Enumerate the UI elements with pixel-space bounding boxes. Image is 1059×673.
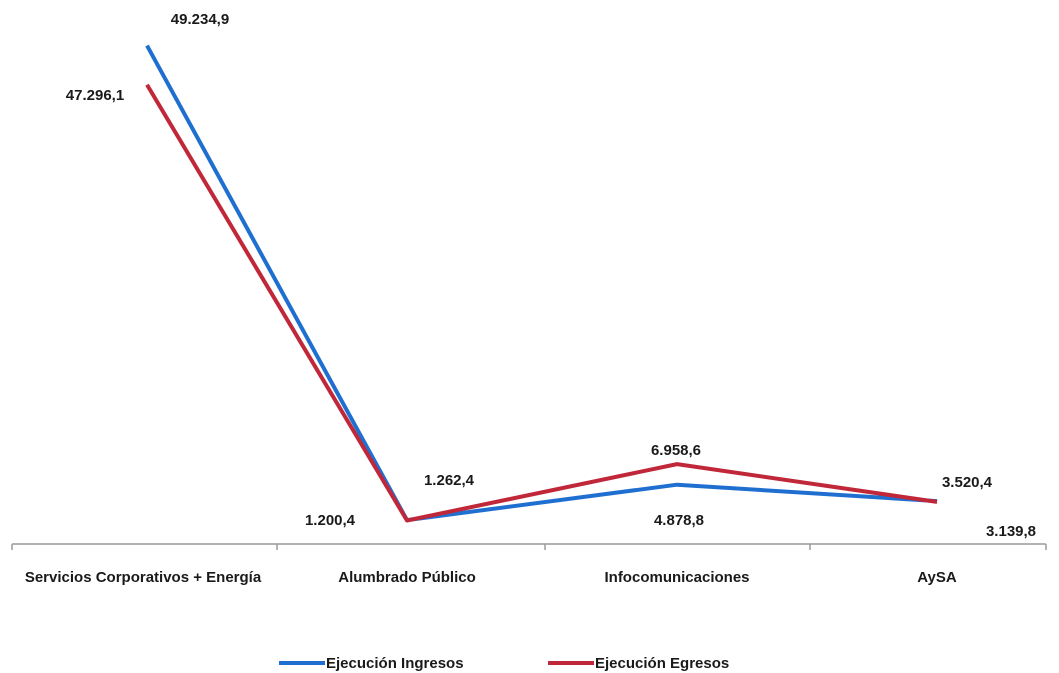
legend-item-ingresos: Ejecución Ingresos (279, 655, 464, 672)
legend: Ejecución Ingresos Ejecución Egresos (279, 655, 729, 672)
data-label-egresos: 6.958,6 (651, 442, 701, 459)
data-label-ingresos: 49.234,9 (171, 11, 229, 28)
x-tick-label: Servicios Corporativos + Energía (25, 569, 262, 586)
data-label-ingresos: 1.200,4 (305, 512, 356, 529)
legend-label-egresos: Ejecución Egresos (595, 655, 729, 672)
data-label-egresos: 3.139,8 (986, 523, 1036, 540)
data-label-egresos: 1.262,4 (424, 472, 475, 489)
data-label-ingresos: 3.520,4 (942, 474, 993, 491)
data-label-ingresos: 4.878,8 (654, 512, 704, 529)
series-lines (145, 44, 938, 523)
x-tick-label: AySA (917, 569, 957, 586)
x-tick-label: Alumbrado Público (338, 569, 476, 586)
series-line-egresos (145, 83, 938, 523)
series-line-ingresos (145, 44, 938, 523)
data-label-egresos: 47.296,1 (66, 87, 124, 104)
legend-item-egresos: Ejecución Egresos (548, 655, 729, 672)
x-axis-ticks: Servicios Corporativos + Energía Alumbrad… (11, 544, 1047, 586)
data-labels: 49.234,9 1.200,4 4.878,8 3.520,4 47.296,1 1.2… (66, 11, 1036, 540)
x-tick-label: Infocomunicaciones (604, 569, 749, 586)
legend-label-ingresos: Ejecución Ingresos (326, 655, 464, 672)
